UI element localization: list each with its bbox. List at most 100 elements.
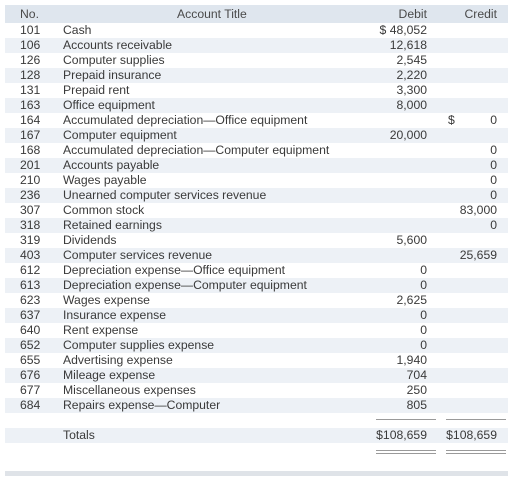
totals-debit: $108,659 (376, 428, 427, 442)
debit-amount: 12,618 (389, 38, 427, 52)
account-title: Retained earnings (63, 218, 162, 232)
debit-amount: 805 (406, 398, 427, 412)
account-number: 640 (20, 323, 41, 337)
row-band (5, 188, 508, 203)
debit-amount: 0 (420, 308, 427, 322)
account-title: Unearned computer services revenue (63, 188, 267, 202)
account-title: Insurance expense (63, 308, 166, 322)
header-credit: Credit (464, 7, 497, 21)
credit-amount: 0 (490, 158, 497, 172)
debit-amount: 2,220 (396, 68, 428, 82)
account-title: Repairs expense—Computer (63, 398, 221, 412)
account-title: Computer supplies expense (63, 338, 215, 352)
header-no: No. (20, 7, 39, 21)
row-band (5, 278, 508, 293)
account-title: Rent expense (63, 323, 139, 337)
row-band (5, 158, 508, 173)
account-number: 684 (20, 398, 41, 412)
account-title: Wages expense (63, 293, 150, 307)
row-band (5, 398, 508, 413)
debit-amount: 0 (420, 323, 427, 337)
account-title: Accounts payable (63, 158, 160, 172)
account-number: 163 (20, 98, 41, 112)
credit-double-underline-top (446, 450, 506, 451)
account-title: Dividends (63, 233, 117, 247)
debit-amount: 2,625 (396, 293, 428, 307)
account-title: Miscellaneous expenses (63, 383, 196, 397)
debit-single-underline (376, 419, 436, 420)
account-title: Common stock (63, 203, 145, 217)
row-band (5, 248, 508, 263)
account-number: 201 (20, 158, 41, 172)
credit-amount: 0 (490, 113, 497, 127)
account-number: 652 (20, 338, 41, 352)
credit-amount: 0 (490, 143, 497, 157)
account-title: Prepaid rent (63, 83, 130, 97)
debit-amount: 5,600 (396, 233, 428, 247)
debit-amount: 20,000 (389, 128, 427, 142)
account-number: 167 (20, 128, 41, 142)
credit-amount: 0 (490, 218, 497, 232)
account-title: Cash (63, 23, 92, 37)
account-title: Computer equipment (63, 128, 177, 142)
header-band (5, 5, 508, 23)
row-band (5, 368, 508, 383)
totals-credit: $108,659 (446, 428, 497, 442)
account-number: 106 (20, 38, 41, 52)
account-number: 307 (20, 203, 41, 217)
row-band (5, 218, 508, 233)
row-band (5, 38, 508, 53)
account-number: 637 (20, 308, 41, 322)
account-title: Computer supplies (63, 53, 165, 67)
account-title: Accumulated depreciation—Computer equipm… (63, 143, 330, 157)
account-number: 403 (20, 248, 41, 262)
account-number: 319 (20, 233, 41, 247)
bottom-divider (5, 471, 508, 476)
debit-amount: 0 (420, 338, 427, 352)
account-number: 131 (20, 83, 41, 97)
account-title: Computer services revenue (63, 248, 213, 262)
header-debit: Debit (398, 7, 427, 21)
totals-label: Totals (63, 428, 95, 442)
account-number: 655 (20, 353, 41, 367)
account-number: 677 (20, 383, 41, 397)
debit-amount: 1,940 (396, 353, 428, 367)
debit-double-underline-bottom (376, 453, 436, 454)
account-number: 168 (20, 143, 41, 157)
row-band (5, 68, 508, 83)
account-title: Wages payable (63, 173, 147, 187)
account-title: Office equipment (63, 98, 155, 112)
account-number: 101 (20, 23, 41, 37)
header-account-title: Account Title (177, 7, 247, 21)
account-number: 164 (20, 113, 41, 127)
row-band (5, 128, 508, 143)
credit-single-underline (446, 419, 506, 420)
account-title: Depreciation expense—Office equipment (63, 263, 285, 277)
row-band (5, 308, 508, 323)
row-band (5, 338, 508, 353)
account-number: 236 (20, 188, 41, 202)
credit-amount: 83,000 (459, 203, 497, 217)
account-number: 612 (20, 263, 41, 277)
account-number: 613 (20, 278, 41, 292)
account-title: Prepaid insurance (63, 68, 162, 82)
debit-amount: 0 (420, 278, 427, 292)
account-title: Depreciation expense—Computer equipment (63, 278, 307, 292)
credit-dollar-sign: $ (448, 113, 455, 127)
account-number: 676 (20, 368, 41, 382)
account-number: 623 (20, 293, 41, 307)
account-title: Advertising expense (63, 353, 173, 367)
account-title: Accounts receivable (63, 38, 173, 52)
account-number: 126 (20, 53, 41, 67)
account-number: 210 (20, 173, 41, 187)
debit-amount: 2,545 (396, 53, 428, 67)
credit-amount: 0 (490, 188, 497, 202)
credit-double-underline-bottom (446, 453, 506, 454)
account-number: 318 (20, 218, 41, 232)
debit-amount: 250 (406, 383, 427, 397)
totals-band (5, 428, 508, 443)
debit-double-underline-top (376, 450, 436, 451)
debit-amount: 0 (420, 263, 427, 277)
debit-amount: 8,000 (396, 98, 428, 112)
